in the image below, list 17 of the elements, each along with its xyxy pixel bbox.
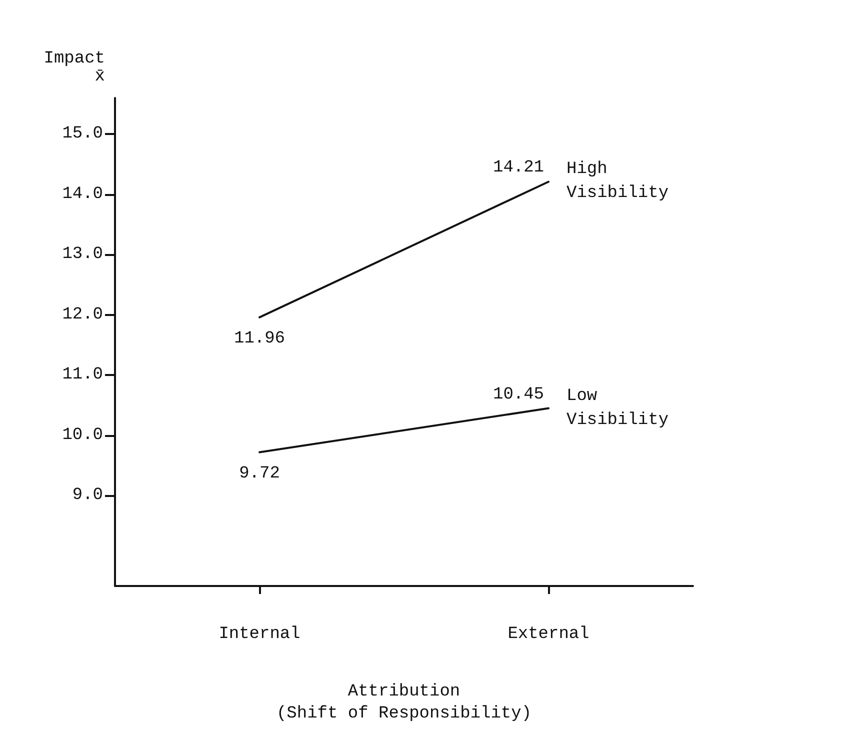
series-label: High Visibility (566, 160, 669, 204)
y-tick-label: 10.0 (62, 426, 103, 445)
y-tick-label: 15.0 (62, 124, 103, 144)
y-tick-label: 9.0 (72, 486, 103, 506)
y-tick-label: 13.0 (62, 245, 103, 264)
y-tick-label: 14.0 (62, 184, 103, 204)
y-tick-label: 12.0 (62, 305, 103, 324)
data-label: 9.72 (239, 464, 280, 484)
data-label: 11.96 (234, 329, 286, 348)
x-tick-label: External (508, 625, 590, 644)
data-label: 14.21 (492, 158, 544, 178)
y-axis-title: Impact x̄ (44, 50, 105, 86)
series-label: Low Visibility (566, 386, 669, 430)
x-axis-title: Attribution (Shift of Responsibility) (276, 682, 532, 724)
x-tick-label: Internal (218, 625, 300, 644)
data-label: 10.45 (492, 385, 544, 404)
y-tick-label: 11.0 (62, 366, 103, 385)
